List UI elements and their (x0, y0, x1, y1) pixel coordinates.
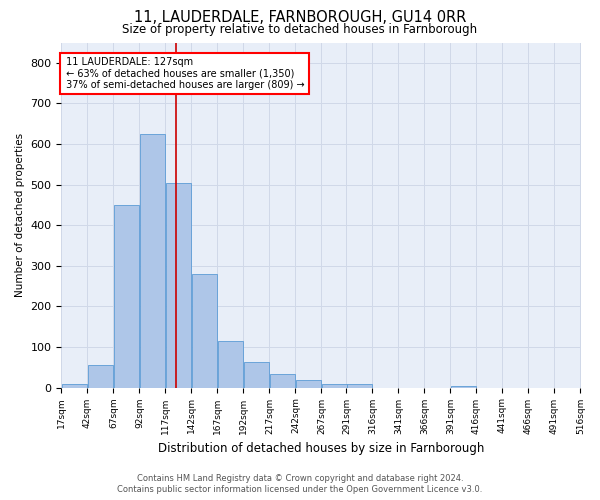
Bar (244, 362, 269, 388)
Bar (62, 384, 87, 388)
Bar (218, 341, 243, 388)
Text: 11, LAUDERDALE, FARNBOROUGH, GU14 0RR: 11, LAUDERDALE, FARNBOROUGH, GU14 0RR (134, 10, 466, 25)
Bar (347, 384, 372, 388)
Text: 11 LAUDERDALE: 127sqm
 ← 63% of detached houses are smaller (1,350)
 37% of semi: 11 LAUDERDALE: 127sqm ← 63% of detached … (64, 56, 305, 90)
Bar (140, 134, 165, 388)
Text: Size of property relative to detached houses in Farnborough: Size of property relative to detached ho… (122, 22, 478, 36)
Y-axis label: Number of detached properties: Number of detached properties (15, 133, 25, 297)
Bar (322, 384, 347, 388)
Bar (270, 374, 295, 388)
Bar (166, 182, 191, 388)
Bar (88, 365, 113, 388)
Bar (451, 386, 476, 388)
X-axis label: Distribution of detached houses by size in Farnborough: Distribution of detached houses by size … (158, 442, 484, 455)
Text: Contains HM Land Registry data © Crown copyright and database right 2024.
Contai: Contains HM Land Registry data © Crown c… (118, 474, 482, 494)
Bar (191, 274, 217, 388)
Bar (296, 380, 321, 388)
Bar (113, 205, 139, 388)
